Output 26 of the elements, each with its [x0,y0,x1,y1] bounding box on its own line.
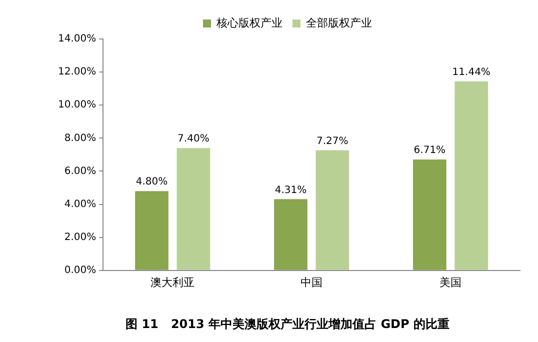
y-tick-label: 10.00% [58,100,96,111]
bar [135,191,168,270]
legend-label: 全部版权产业 [306,16,372,30]
bar [316,150,350,270]
y-tick-label: 8.00% [64,132,96,144]
data-label: 7.40% [178,134,210,145]
y-tick-label: 0.00% [64,264,96,276]
bar [176,148,210,270]
legend-label: 核心版权产业 [216,16,282,30]
data-label: 6.71% [414,145,446,156]
y-tick-label: 12.00% [58,66,96,78]
data-label: 4.31% [274,184,307,196]
bar [454,81,488,270]
x-tick-label: 澳大利亚 [150,276,195,289]
y-tick-label: 2.00% [64,232,96,243]
bar [274,199,308,270]
data-label: 11.44% [452,66,490,78]
bar [413,159,446,270]
x-tick-label: 中国 [300,276,323,289]
y-tick-label: 6.00% [64,166,96,177]
y-tick-label: 14.00% [58,34,96,45]
data-label: 4.80% [136,176,168,188]
y-tick-label: 4.00% [64,198,96,210]
text: 图 11 2013 年中美澳版权产业行业增加值占 GDP 的比重 [126,316,450,331]
data-label: 7.27% [316,136,348,147]
x-tick-label: 美国 [440,276,462,289]
